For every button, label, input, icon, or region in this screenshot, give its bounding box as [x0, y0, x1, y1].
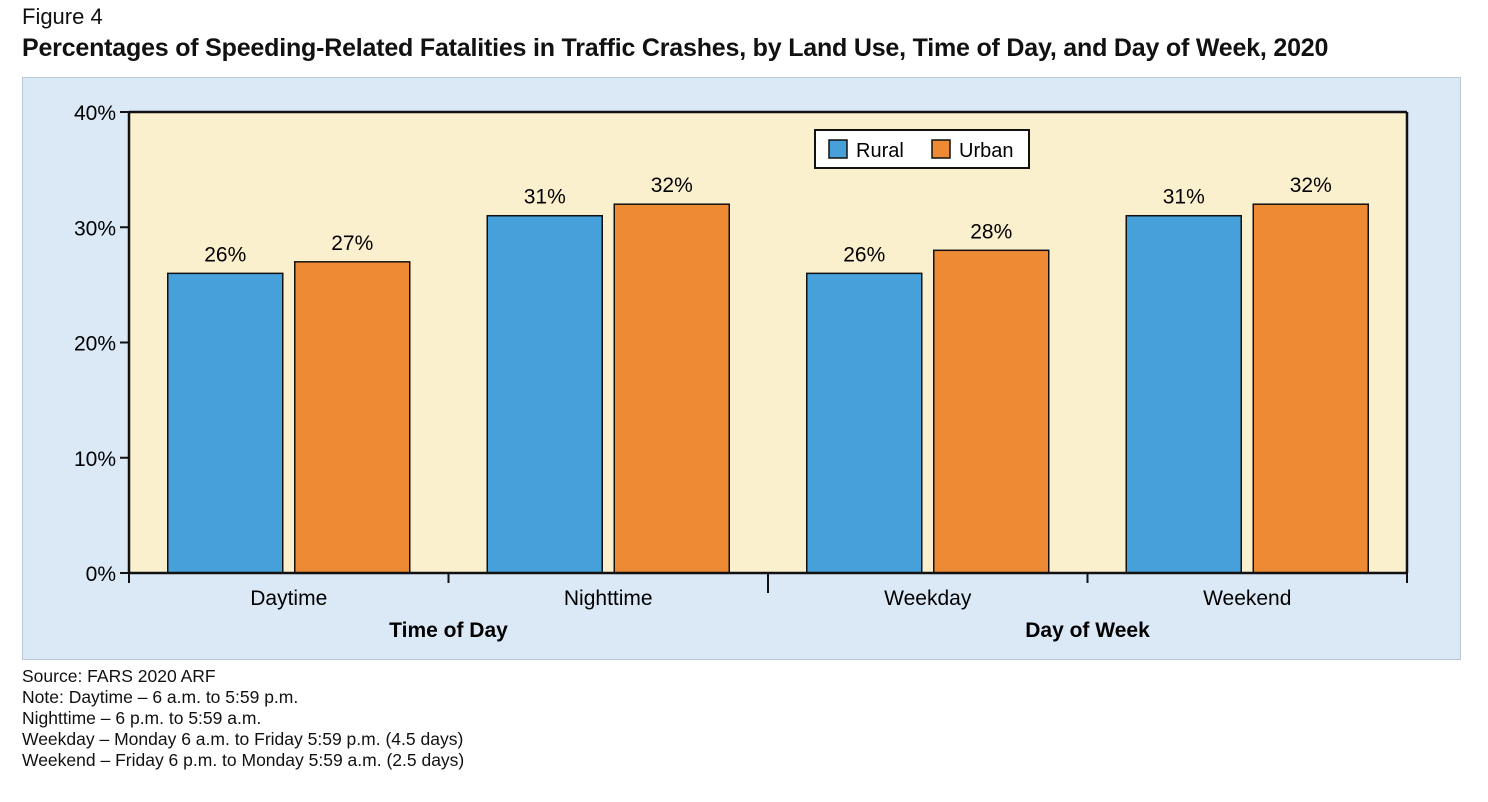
legend-swatch-rural — [828, 139, 848, 159]
bar-weekday-urban — [933, 249, 1050, 574]
bar-nighttime-rural — [486, 214, 603, 574]
bar-weekday-rural — [806, 272, 923, 574]
bar-label-weekend-rural: 31% — [1163, 186, 1205, 209]
note-weekend: Weekend – Friday 6 p.m. to Monday 5:59 a… — [22, 750, 465, 770]
y-tick-label: 10% — [74, 448, 116, 471]
x-tick-label-weekday: Weekday — [884, 587, 972, 610]
bar-weekend-rural — [1125, 214, 1242, 574]
legend-label-rural: Rural — [856, 140, 904, 162]
y-tick-label: 0% — [86, 563, 116, 586]
bar-chart: 26%27%31%32%26%28%31%32% 0%10%20%30%40% … — [74, 102, 1409, 642]
legend: Rural Urban — [814, 129, 1030, 169]
x-tick-label-weekend: Weekend — [1203, 587, 1291, 610]
bar-label-nighttime-rural: 31% — [524, 186, 566, 209]
bar-label-daytime-urban: 27% — [331, 232, 373, 255]
bar-label-nighttime-urban: 32% — [651, 174, 693, 197]
figure-label: Figure 4 — [22, 4, 103, 29]
y-tick-label: 30% — [74, 217, 116, 240]
group-label-day-of-week: Day of Week — [1025, 619, 1150, 642]
bar-weekend-urban — [1252, 203, 1369, 574]
note-daytime: Note: Daytime – 6 a.m. to 5:59 p.m. — [22, 687, 299, 707]
bar-daytime-urban — [294, 261, 411, 574]
note-weekday: Weekday – Monday 6 a.m. to Friday 5:59 p… — [22, 729, 464, 749]
legend-swatch-urban — [931, 139, 951, 159]
x-tick-label-nighttime: Nighttime — [564, 587, 653, 610]
x-tick-label-daytime: Daytime — [250, 587, 327, 610]
legend-label-urban: Urban — [959, 140, 1013, 162]
y-tick-label: 40% — [74, 102, 116, 125]
legend-box — [814, 129, 1030, 169]
bar-nighttime-urban — [613, 203, 730, 574]
chart-panel: 26% 27% 31% 32% 26% 28% 31% 32% 0% 10% 20% 30% 40% … — [22, 77, 1461, 660]
bar-label-weekday-rural: 26% — [843, 243, 885, 266]
bar-label-weekend-urban: 32% — [1290, 174, 1332, 197]
bar-daytime-rural — [167, 272, 284, 574]
source-notes: Source: FARS 2020 ARF Note: Daytime – 6 … — [22, 666, 464, 771]
source-line: Source: FARS 2020 ARF — [22, 666, 216, 686]
bar-label-daytime-rural: 26% — [204, 243, 246, 266]
bar-label-weekday-urban: 28% — [970, 220, 1012, 243]
chart-title: Percentages of Speeding-Related Fataliti… — [22, 34, 1329, 62]
note-nighttime: Nighttime – 6 p.m. to 5:59 a.m. — [22, 708, 262, 728]
y-tick-label: 20% — [74, 333, 116, 356]
group-label-time-of-day: Time of Day — [389, 619, 508, 642]
